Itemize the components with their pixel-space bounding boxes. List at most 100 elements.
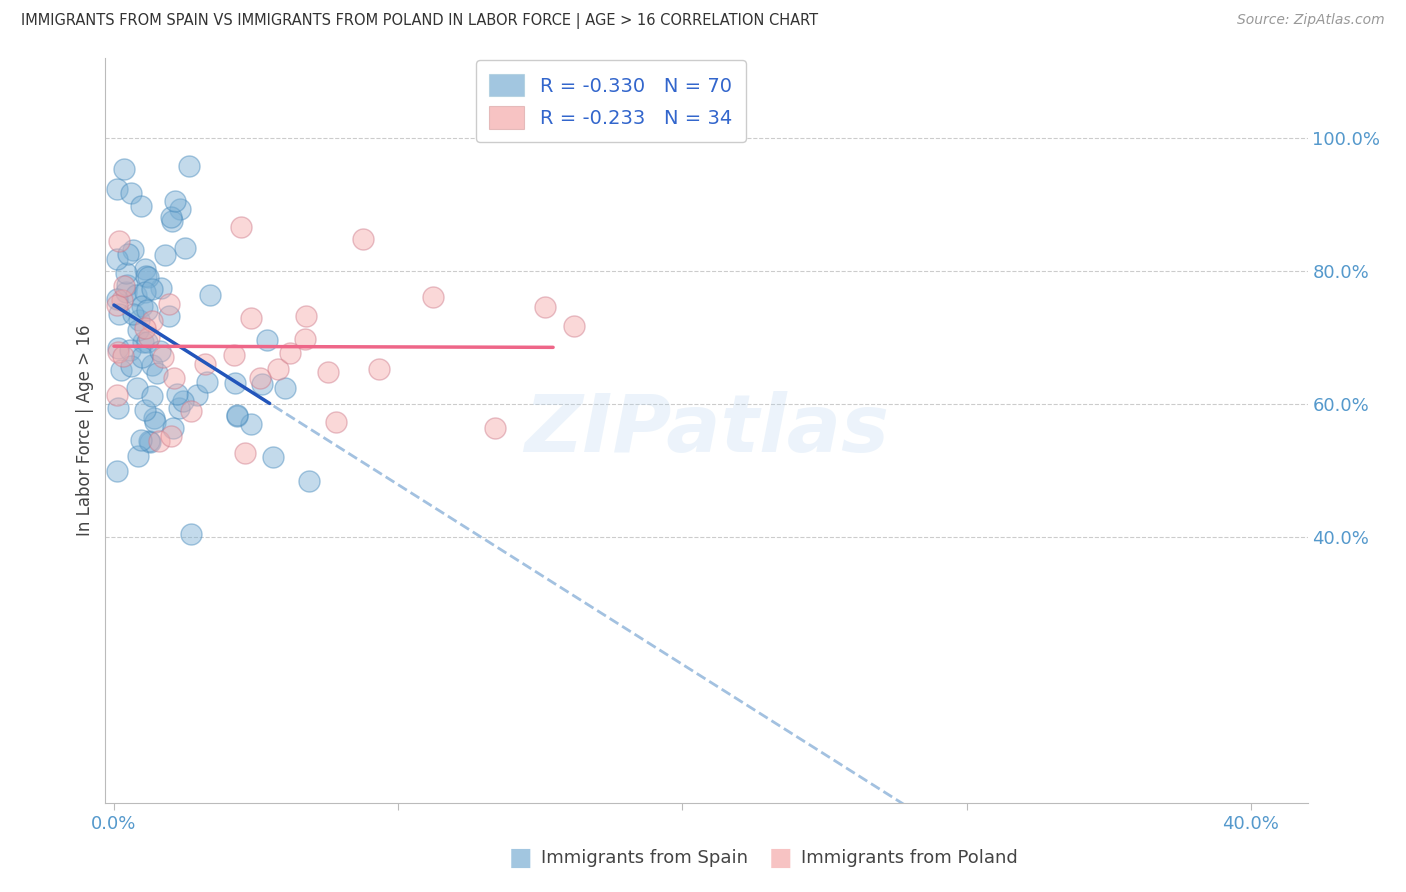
Point — [141, 314, 163, 328]
Point — [129, 199, 152, 213]
Point — [127, 381, 149, 395]
Point — [135, 269, 157, 284]
Point — [114, 266, 136, 280]
Point — [105, 298, 128, 312]
Point — [134, 321, 156, 335]
Point — [120, 186, 142, 200]
Point — [222, 348, 245, 362]
Point — [267, 362, 290, 376]
Point — [298, 475, 321, 489]
Point — [233, 446, 256, 460]
Text: Immigrants from Spain: Immigrants from Spain — [541, 849, 748, 867]
Point — [115, 285, 138, 299]
Point — [180, 526, 202, 541]
Point — [107, 182, 129, 196]
Point — [131, 299, 153, 313]
Point — [367, 362, 389, 376]
Point — [166, 387, 188, 401]
Point — [152, 351, 174, 365]
Point — [108, 307, 131, 321]
Point — [195, 375, 218, 389]
Point — [200, 287, 222, 301]
Point — [105, 387, 128, 401]
Point — [252, 376, 274, 391]
Point — [194, 357, 217, 371]
Point — [141, 358, 163, 372]
Point — [274, 381, 297, 395]
Point — [316, 366, 339, 380]
Point — [105, 292, 128, 306]
Point — [111, 349, 134, 363]
Point — [262, 450, 284, 464]
Point — [143, 415, 166, 429]
Point — [118, 343, 141, 358]
Point — [159, 428, 181, 442]
Point — [107, 401, 129, 415]
Y-axis label: In Labor Force | Age > 16: In Labor Force | Age > 16 — [76, 325, 94, 536]
Point — [112, 161, 135, 176]
Point — [138, 435, 160, 450]
Point — [117, 246, 139, 260]
Point — [142, 411, 165, 425]
Point — [163, 371, 186, 385]
Text: ■: ■ — [769, 847, 792, 870]
Point — [562, 319, 585, 334]
Point — [167, 401, 190, 415]
Point — [132, 334, 155, 349]
Text: Immigrants from Poland: Immigrants from Poland — [801, 849, 1018, 867]
Point — [160, 214, 183, 228]
Point — [294, 332, 316, 346]
Point — [127, 323, 149, 337]
Point — [157, 309, 180, 323]
Text: ZIPatlas: ZIPatlas — [524, 392, 889, 469]
Point — [162, 420, 184, 434]
Point — [174, 241, 197, 255]
Point — [107, 341, 129, 355]
Point — [180, 403, 202, 417]
Point — [422, 290, 444, 304]
Text: ■: ■ — [509, 847, 531, 870]
Point — [134, 262, 156, 277]
Point — [149, 280, 172, 294]
Point — [177, 159, 200, 173]
Point — [122, 243, 145, 257]
Point — [155, 248, 177, 262]
Point — [239, 417, 262, 432]
Point — [105, 252, 128, 266]
Point — [141, 282, 163, 296]
Point — [125, 288, 148, 302]
Point — [135, 303, 157, 318]
Point — [112, 279, 135, 293]
Point — [172, 393, 194, 408]
Point — [159, 211, 181, 225]
Point — [134, 403, 156, 417]
Point — [138, 270, 160, 285]
Point — [186, 388, 208, 402]
Point — [128, 313, 150, 327]
Point — [225, 408, 247, 422]
Point — [127, 449, 149, 463]
Text: Source: ZipAtlas.com: Source: ZipAtlas.com — [1237, 13, 1385, 28]
Point — [295, 309, 318, 323]
Point — [138, 330, 160, 344]
Point — [229, 219, 252, 234]
Point — [111, 293, 134, 307]
Point — [107, 345, 129, 359]
Point — [138, 434, 160, 448]
Point — [105, 464, 128, 478]
Point — [136, 335, 159, 350]
Point — [131, 433, 153, 447]
Point — [120, 359, 142, 373]
Legend: R = -0.330   N = 70, R = -0.233   N = 34: R = -0.330 N = 70, R = -0.233 N = 34 — [475, 61, 745, 142]
Point — [256, 333, 278, 347]
Point — [484, 420, 506, 434]
Point — [157, 297, 180, 311]
Point — [163, 194, 186, 209]
Text: IMMIGRANTS FROM SPAIN VS IMMIGRANTS FROM POLAND IN LABOR FORCE | AGE > 16 CORREL: IMMIGRANTS FROM SPAIN VS IMMIGRANTS FROM… — [21, 13, 818, 29]
Point — [117, 278, 139, 293]
Point — [146, 366, 169, 380]
Point — [239, 311, 262, 326]
Point — [249, 371, 271, 385]
Point — [226, 409, 249, 424]
Point — [107, 234, 129, 248]
